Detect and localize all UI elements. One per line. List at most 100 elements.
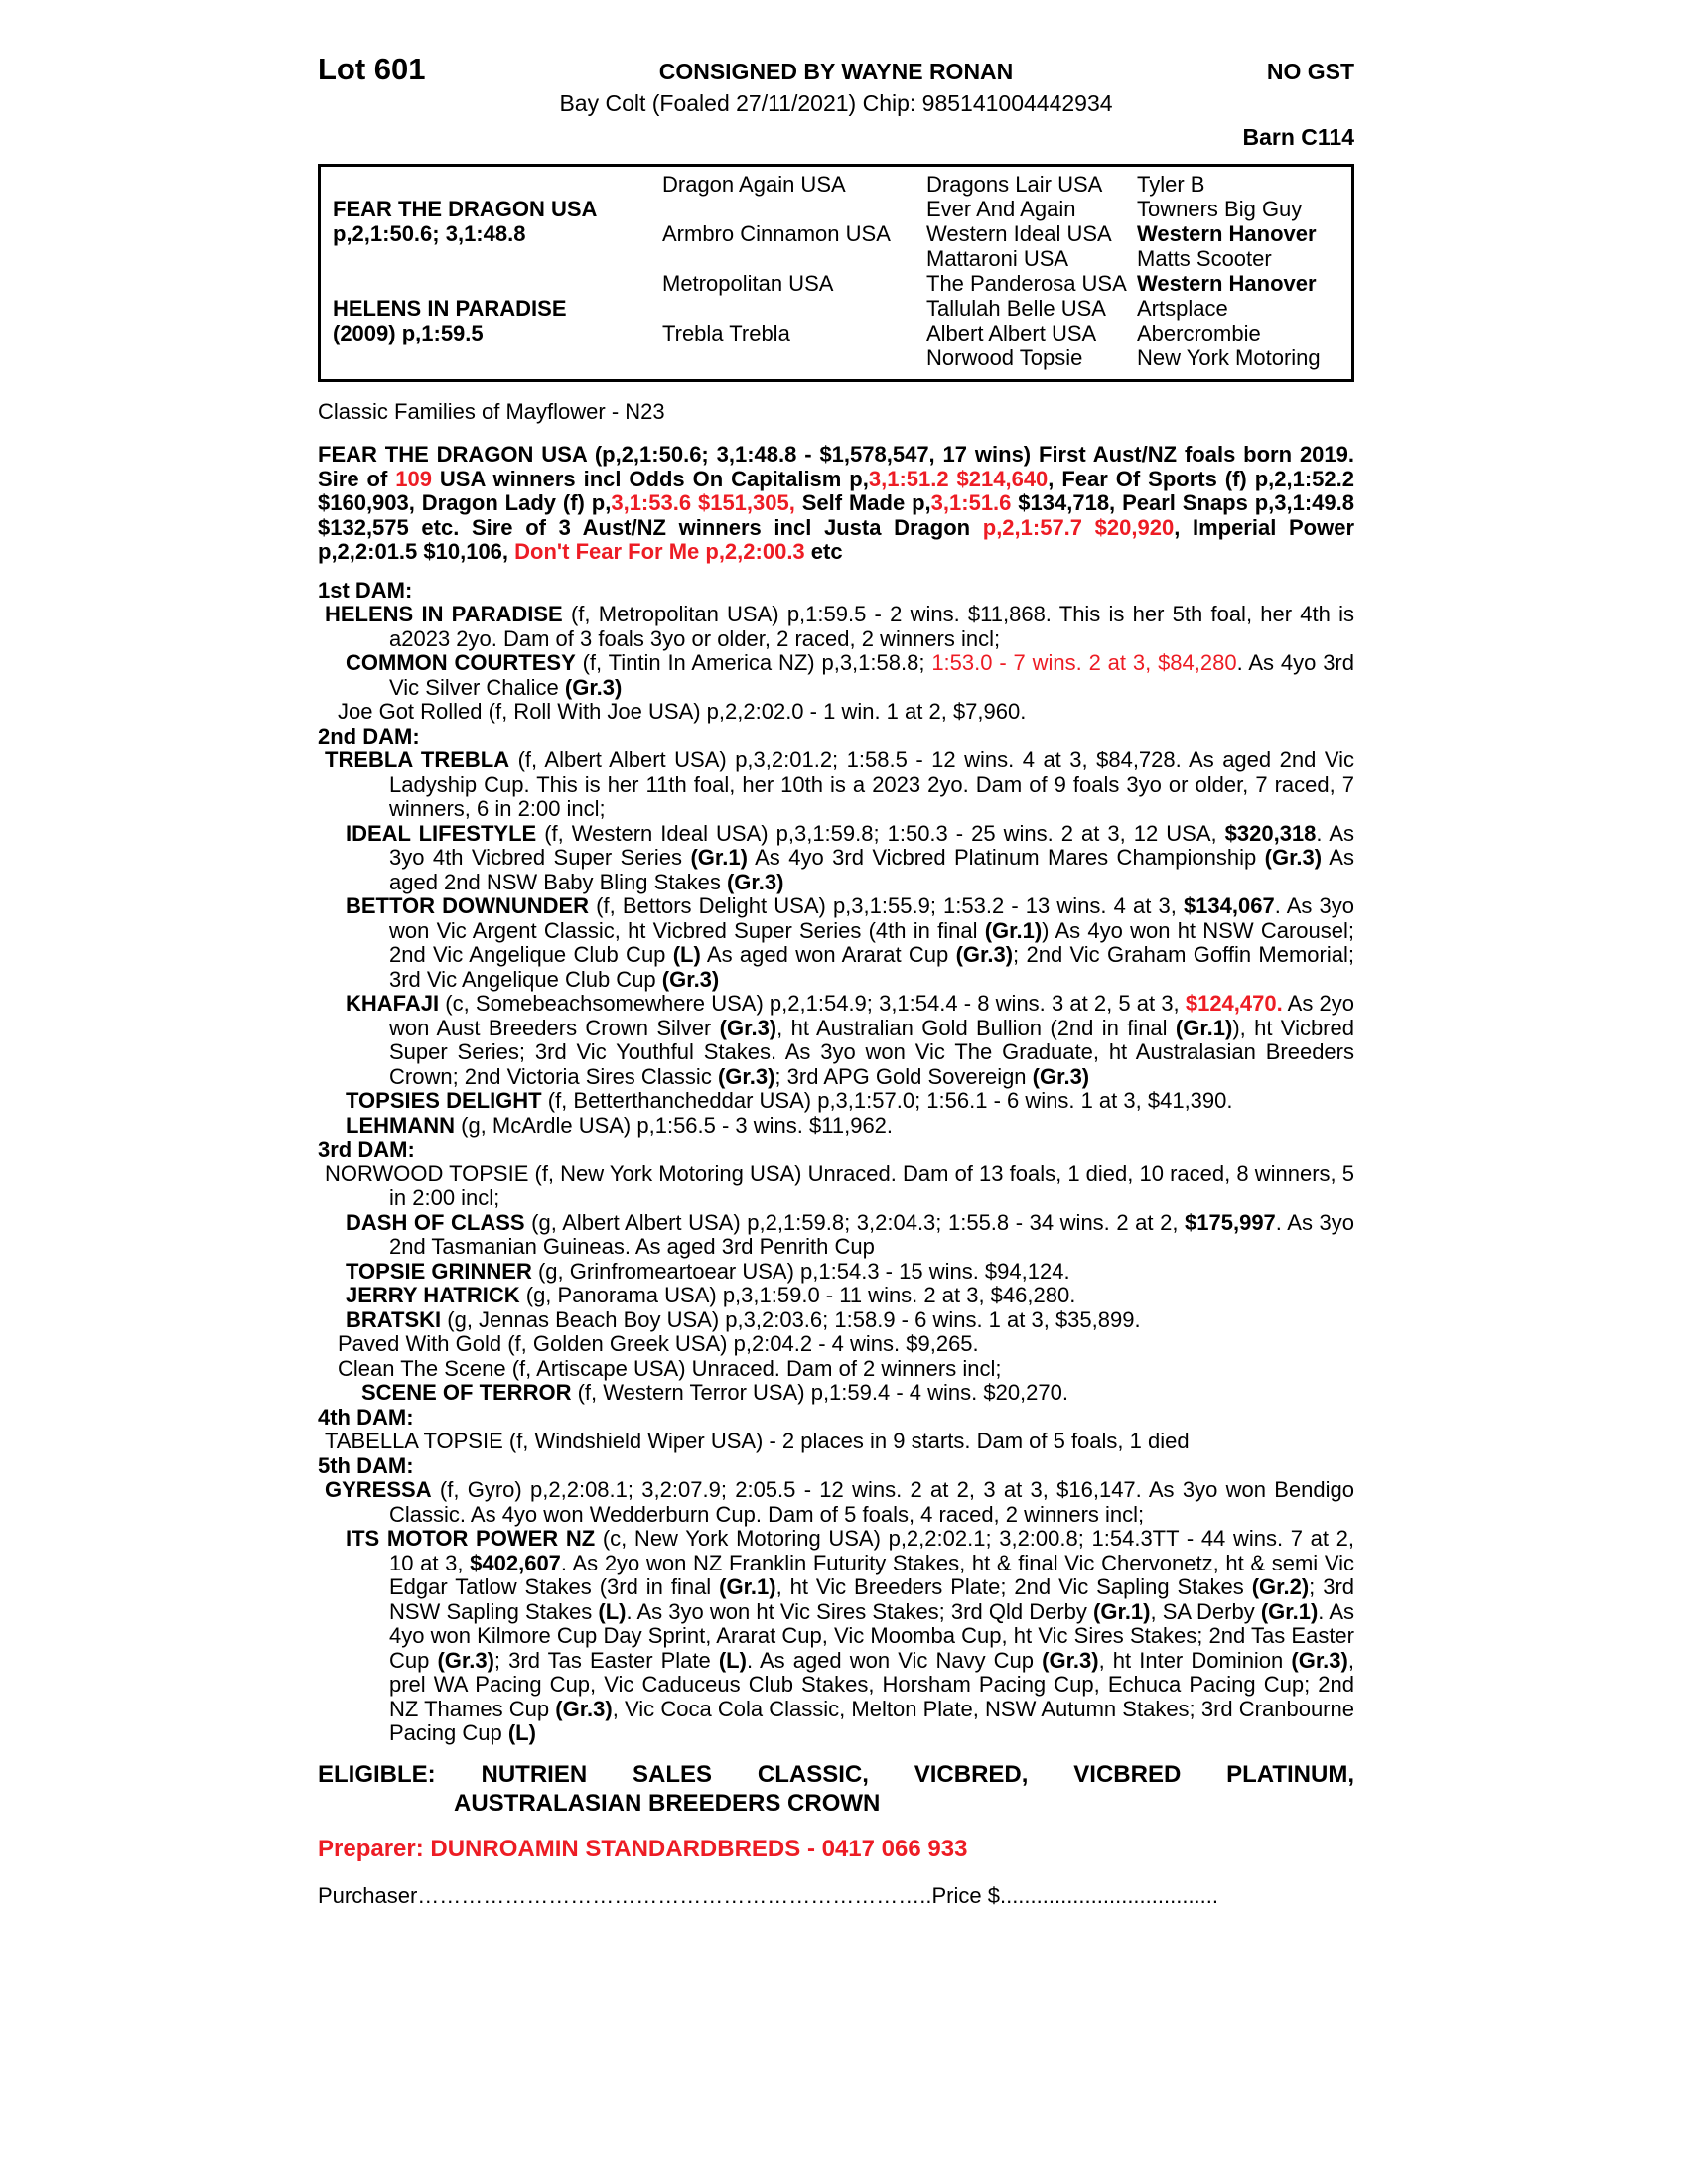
text-segment: DASH OF CLASS — [346, 1209, 525, 1235]
dam5-section: 5th DAM: GYRESSA (f, Gyro) p,2,2:08.1; 3… — [318, 1452, 1355, 1746]
pedigree-ancestor: Metropolitan USA — [662, 271, 834, 296]
text-segment: , Vic Coca Cola Classic, Melton Plate, N… — [389, 1696, 1354, 1745]
text-segment: (f, Gyro) p,2,2:08.1; 3,2:07.9; 2:05.5 -… — [389, 1477, 1354, 1527]
pedigree-ancestor: Trebla Trebla — [662, 321, 790, 345]
text-segment: Paved With Gold (f, Golden Greek USA) p,… — [338, 1331, 979, 1356]
dam1-section: 1st DAM: HELENS IN PARADISE (f, Metropol… — [318, 577, 1354, 725]
text-segment: , prel WA Pacing Cup, Vic Caduceus Club … — [389, 1647, 1354, 1721]
dam2-section: 2nd DAM: TREBLA TREBLA (f, Albert Albert… — [318, 724, 1354, 1139]
pedigree-ancestor: Mattaroni USA — [926, 246, 1069, 271]
text-segment: $402,607 — [470, 1550, 561, 1575]
text-segment: . As aged won Vic Navy Cup — [746, 1647, 1043, 1673]
pedigree-ancestor: Tallulah Belle USA — [926, 296, 1106, 321]
text-segment: ; 3rd NSW Sapling Stakes — [389, 1574, 1354, 1624]
pedigree-blank — [333, 271, 662, 296]
text-segment: (f, Betterthancheddar USA) p,3,1:57.0; 1… — [541, 1088, 1233, 1113]
dam-entry: DASH OF CLASS (g, Albert Albert USA) p,2… — [318, 1209, 1354, 1260]
text-segment: (Gr.3) — [1264, 845, 1323, 870]
preparer-line: Preparer: DUNROAMIN STANDARDBREDS - 0417… — [318, 1835, 968, 1862]
pedigree-blank — [333, 246, 662, 271]
text-segment: , Fear Of Sports (f) p,2,1:52.2 $160,903… — [318, 466, 1354, 515]
pedigree-ancestor: Towners Big Guy — [1137, 197, 1303, 221]
text-segment: As aged 2nd NSW Baby Bling Stakes — [389, 845, 1354, 894]
sire-summary: FEAR THE DRAGON USA (p,2,1:50.6; 3,1:48.… — [318, 442, 1355, 565]
pedigree-ancestor: New York Motoring — [1137, 345, 1321, 370]
text-segment: 1:53.0 - 7 wins. 2 at 3, $84,280 — [931, 650, 1237, 675]
text-segment: (g, Jennas Beach Boy USA) p,3,2:03.6; 1:… — [441, 1306, 1141, 1332]
text-segment: (L) — [718, 1647, 747, 1673]
text-segment: (Gr.3) — [661, 966, 720, 992]
text-segment: TREBLA TREBLA — [325, 748, 510, 772]
text-segment: , Imperial Power p,2,2:01.5 $10,106, — [318, 514, 1355, 564]
text-segment: USA winners incl Odds On Capitalism p, — [431, 466, 869, 491]
text-segment: JERRY HATRICK — [346, 1283, 520, 1307]
dam-entry: BRATSKI (g, Jennas Beach Boy USA) p,3,2:… — [318, 1306, 1354, 1333]
text-segment: (Gr.1) — [1260, 1598, 1319, 1624]
pedigree-row: Dragon Again USA Dragons Lair USA Tyler … — [333, 172, 1347, 197]
dam-entry: COMMON COURTESY (f, Tintin In America NZ… — [318, 650, 1354, 700]
pedigree-row: FEAR THE DRAGON USA Ever And Again Towne… — [333, 197, 1347, 221]
dam-entry: Paved With Gold (f, Golden Greek USA) p,… — [318, 1331, 1354, 1357]
text-segment: ), ht Vicbred Super Series; 3rd Vic Yout… — [389, 1015, 1354, 1089]
text-segment: (c, New York Motoring USA) p,2,2:02.1; 3… — [389, 1526, 1355, 1575]
dam3-heading: 3rd DAM: — [318, 1137, 415, 1161]
text-segment: TOPSIE GRINNER — [346, 1258, 532, 1284]
pedigree-row: Norwood Topsie New York Motoring — [333, 345, 1347, 370]
text-segment: GYRESSA — [325, 1477, 432, 1502]
pedigree-row: p,2,1:50.6; 3,1:48.8 Armbro Cinnamon USA… — [333, 221, 1347, 246]
text-segment: (Gr.1) — [1175, 1015, 1233, 1040]
text-segment: (Gr.1) — [1093, 1598, 1151, 1624]
dam3-section: 3rd DAM: NORWOOD TOPSIE (f, New York Mot… — [318, 1137, 1354, 1406]
text-segment: (f, Western Ideal USA) p,3,1:59.8; 1:50.… — [536, 820, 1225, 846]
consignor-line: CONSIGNED BY WAYNE RONAN — [658, 59, 1014, 84]
dam-entry: KHAFAJI (c, Somebeachsomewhere USA) p,2,… — [318, 991, 1354, 1089]
text-segment: (f, Western Terror USA) p,1:59.4 - 4 win… — [571, 1380, 1068, 1405]
horse-description: Bay Colt (Foaled 27/11/2021) Chip: 98514… — [559, 90, 1113, 116]
pedigree-blank — [662, 197, 926, 221]
text-segment: SCENE OF TERROR — [361, 1380, 572, 1405]
dam-entry: HELENS IN PARADISE (f, Metropolitan USA)… — [318, 602, 1354, 651]
sire-record: p,2,1:50.6; 3,1:48.8 — [333, 221, 526, 246]
text-segment: . As 3yo 4th Vicbred Super Series — [389, 820, 1354, 870]
text-segment: (Gr.3) — [1291, 1647, 1348, 1673]
dam-entry: TOPSIE GRINNER (g, Grinfromeartoear USA)… — [318, 1258, 1354, 1285]
dam-entry: IDEAL LIFESTYLE (f, Western Ideal USA) p… — [318, 820, 1354, 895]
text-segment: 109 — [395, 466, 432, 491]
text-segment: LEHMANN — [346, 1112, 455, 1138]
pedigree-blank — [662, 345, 926, 370]
pedigree-ancestor: Armbro Cinnamon USA — [662, 221, 891, 246]
text-segment: ITS MOTOR POWER NZ — [346, 1526, 596, 1551]
dam-entry: NORWOOD TOPSIE (f, New York Motoring USA… — [318, 1161, 1354, 1211]
dam1-heading: 1st DAM: — [318, 577, 413, 603]
text-segment: TOPSIES DELIGHT — [346, 1088, 542, 1113]
text-segment: . As 2yo won NZ Franklin Futurity Stakes… — [389, 1550, 1354, 1599]
eligibility-line1: ELIGIBLE: NUTRIEN SALES CLASSIC, VICBRED… — [318, 1760, 1354, 1788]
dam-entry: TOPSIES DELIGHT (f, Betterthancheddar US… — [318, 1088, 1354, 1114]
text-segment: (f, Tintin In America NZ) p,3,1:58.8; — [575, 650, 932, 675]
text-segment: $320,318 — [1224, 820, 1317, 846]
text-segment: As 4yo 3rd Vicbred Platinum Mares Champi… — [747, 845, 1265, 870]
pedigree-ancestor: Abercrombie — [1137, 321, 1261, 345]
text-segment: BETTOR DOWNUNDER — [346, 893, 590, 918]
text-segment: $175,997 — [1185, 1209, 1276, 1235]
text-segment: IDEAL LIFESTYLE — [346, 820, 537, 846]
text-segment: (L) — [598, 1598, 627, 1624]
text-segment: (L) — [672, 942, 701, 967]
text-segment: . As 3yo 2nd Tasmanian Guineas. As aged … — [389, 1209, 1354, 1259]
pedigree-ancestor: Dragon Again USA — [662, 172, 846, 197]
dam-entry: GYRESSA (f, Gyro) p,2,2:08.1; 3,2:07.9; … — [318, 1477, 1354, 1527]
text-segment: (Gr.2) — [1251, 1574, 1310, 1599]
pedigree-blank — [333, 345, 662, 370]
pedigree-ancestor: The Panderosa USA — [926, 271, 1127, 296]
text-segment: (Gr.1) — [690, 845, 748, 870]
dam-entry: BETTOR DOWNUNDER (f, Bettors Delight USA… — [318, 893, 1354, 992]
page-content: Lot 601 CONSIGNED BY WAYNE RONAN NO GST … — [318, 52, 1354, 1909]
text-segment: Joe Got Rolled (f, Roll With Joe USA) p,… — [338, 699, 1027, 724]
text-segment: (g, McArdle USA) p,1:56.5 - 3 wins. $11,… — [455, 1112, 894, 1138]
dam5-heading: 5th DAM: — [318, 1452, 414, 1478]
text-segment: (Gr.3) — [437, 1647, 494, 1673]
text-segment: $124,470. — [1185, 991, 1283, 1016]
text-segment: ; 2nd Vic Graham Goffin Memorial; 3rd Vi… — [389, 942, 1354, 992]
text-segment: (f, Bettors Delight USA) p,3,1:55.9; 1:5… — [589, 893, 1184, 918]
